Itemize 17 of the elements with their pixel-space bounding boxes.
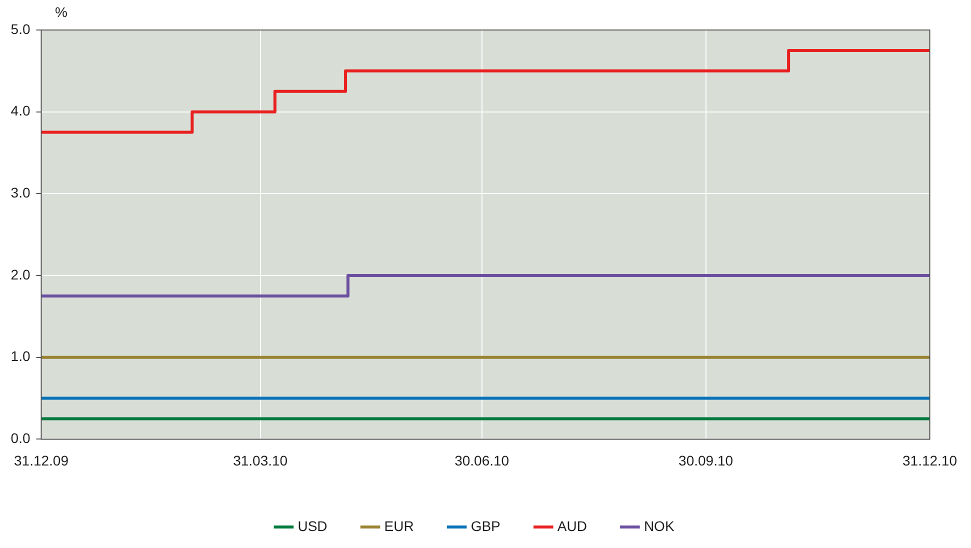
y-tick-label: 0.0 — [10, 430, 30, 446]
y-tick-label: 4.0 — [10, 102, 30, 119]
y-axis-title: % — [55, 4, 68, 20]
legend-label: AUD — [557, 518, 587, 534]
legend-label: NOK — [644, 518, 675, 534]
y-tick-label: 2.0 — [10, 266, 30, 282]
legend-label: GBP — [470, 518, 500, 534]
legend-label: EUR — [384, 518, 414, 534]
x-tick-label: 30.09.10 — [678, 452, 734, 468]
y-tick-label: 3.0 — [10, 184, 30, 201]
x-tick-label: 31.12.09 — [14, 452, 69, 468]
x-tick-label: 31.12.10 — [902, 452, 958, 468]
x-tick-label: 30.06.10 — [454, 452, 510, 468]
y-tick-label: 1.0 — [10, 348, 30, 364]
legend-label: USD — [298, 518, 328, 534]
y-tick-label: 5.0 — [10, 20, 30, 37]
x-tick-label: 31.03.10 — [233, 452, 288, 468]
